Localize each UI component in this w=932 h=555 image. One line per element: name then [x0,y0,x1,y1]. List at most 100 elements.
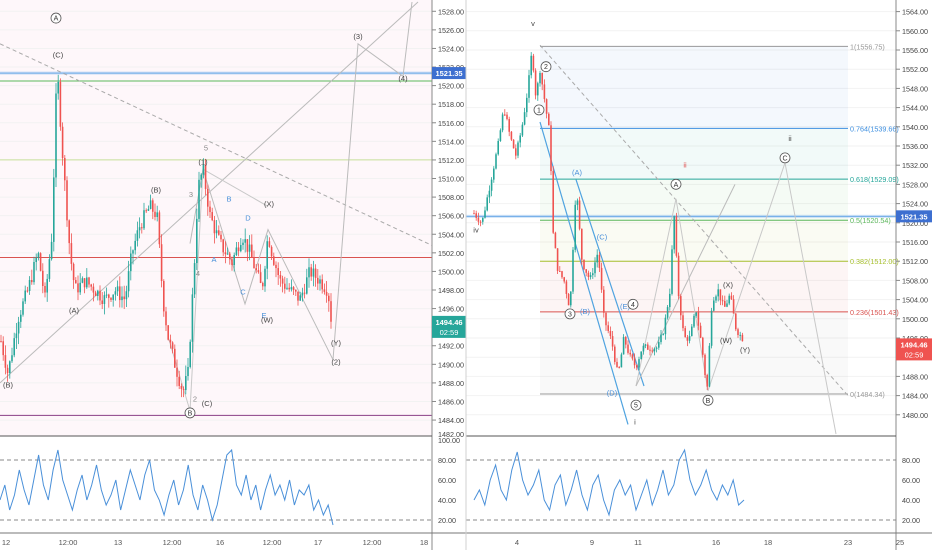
right-y-tick-label: 1520.00 [902,219,928,228]
right-candle-body [572,249,574,292]
left-y-tick-label: 1500.00 [438,267,464,276]
right-circled-label-ring [702,394,714,406]
right-circled-label: 3 [568,311,572,318]
left-candle-body [262,282,264,287]
right-wave-label: i [634,417,636,426]
left-candle-body [292,287,295,290]
left-time-tick: 13 [114,538,122,547]
left-candle-body [323,289,326,292]
right-y-tick-label: 1484.00 [902,392,928,401]
left-wave-labels: (C) (A) (B) (B) (1) 5 3 B D A 4 C (X) E(W) (3) (4) (Y) (2… [3,12,408,419]
right-y-tick-label: 1556.00 [902,46,928,55]
right-candle-body [508,119,510,132]
right-candle-body [719,289,722,301]
left-candle-body [308,267,310,278]
left-candle-body [143,210,145,229]
right-time-axis[interactable]: 4 9 11 16 18 23 25 [515,538,904,547]
left-candle-body [101,300,103,304]
right-wave-label: (B) [580,307,591,316]
left-candle-body [123,296,125,300]
right-candle-body [594,262,596,274]
right-indicator-tick: 40.00 [902,496,920,505]
left-candle-body [35,257,37,262]
right-current-price: 1494.46 [900,340,927,349]
left-candle-body [141,227,143,229]
left-candle-body [229,253,231,260]
right-candle-body [662,334,664,336]
right-candle-body [706,374,708,387]
right-time-tick: 4 [515,538,519,547]
right-candle-body [649,349,651,351]
left-candle-body [94,292,97,296]
right-candle-body [609,330,612,337]
left-candle-body [171,342,174,349]
right-candle-body [671,249,673,294]
left-y-tick-label: 1504.00 [438,230,464,239]
right-circled-label-ring [564,308,576,320]
left-candle-body [279,275,282,279]
left-candle-body [2,341,4,356]
left-candle-body [44,285,46,293]
left-time-axis[interactable]: 12 12:00 13 12:00 16 12:00 17 12:00 18 [2,538,428,547]
right-candle-body [596,254,598,263]
right-candle-body [589,275,592,278]
left-candle-body [37,253,40,258]
right-candle-body [715,296,717,301]
right-candle-body [567,293,570,306]
left-candle-body [222,239,224,253]
right-time-tick: 11 [634,538,642,547]
left-indicator-tick: 100.00 [438,436,460,445]
left-wave-label: (B) [3,381,14,390]
right-candle-body [506,114,508,120]
left-channel-line [0,1,419,384]
left-circled-label: A [54,16,59,23]
right-candle-body [669,293,671,308]
left-candle-body [81,278,84,283]
left-indicator-pane: 20.00 40.00 60.00 80.00 100.00 [0,436,460,526]
left-candle-body [242,242,244,245]
right-fib-label: 0.764(1539.66) [850,124,899,133]
left-candle-body [0,341,2,343]
right-candle-body [664,317,667,335]
right-circled-label-ring [670,178,682,190]
left-candle-body [20,314,22,322]
left-candle-body [163,281,165,312]
right-candle-body [576,200,579,205]
right-fib-zone [540,261,848,312]
right-candle-body [724,300,726,307]
left-candle-body [303,292,306,294]
right-candle-body [563,277,565,282]
right-candle-body [607,325,609,331]
left-candle-body [235,247,238,255]
right-y-tick-label: 1552.00 [902,65,928,74]
left-candle-body [233,254,235,265]
right-candle-body [697,312,700,326]
left-candle-body [310,267,312,277]
left-wave-label: (A) [69,306,80,315]
right-candle-body [647,344,649,350]
right-y-tick-label: 1508.00 [902,276,928,285]
left-candle-body [105,294,108,296]
right-time-tick: 23 [844,538,852,547]
left-candle-body [297,291,299,301]
right-candle-body [477,217,480,222]
left-candle-body [317,277,319,284]
left-candle-body [53,177,55,242]
left-y-tick-label: 1528.00 [438,7,464,16]
right-candle-body [640,351,642,360]
left-candle-body [11,355,13,362]
left-candle-body [24,290,26,302]
right-candle-body [585,269,587,273]
right-y-tick-label: 1512.00 [902,257,928,266]
right-fib-label: 0.236(1501.43) [850,308,899,317]
right-indicator-tick: 80.00 [902,456,920,465]
right-circled-label: A [674,182,679,189]
left-y-tick-label: 1486.00 [438,397,464,406]
left-y-tick-label: 1490.00 [438,360,464,369]
left-candle-body [72,263,75,281]
right-candle-body [737,329,739,336]
left-wave-label: (3) [353,32,363,41]
left-candle-body [257,270,260,273]
left-candle-body [31,279,33,283]
